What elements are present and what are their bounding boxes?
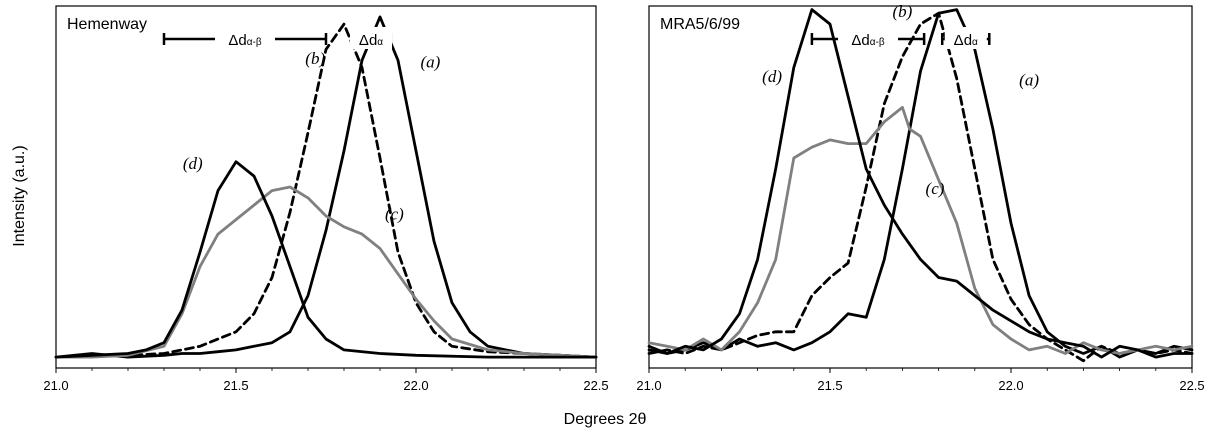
x-tick-label: 21.5 <box>223 378 248 393</box>
curve-label: (a) <box>420 53 440 72</box>
x-tick-label: 22.5 <box>1179 378 1204 393</box>
curve-label: (b) <box>892 2 912 21</box>
plot-frame <box>55 5 597 369</box>
curve-label: (c) <box>385 205 404 224</box>
plot-frame <box>648 5 1193 369</box>
curve-label: (d) <box>183 154 203 173</box>
series-a-line <box>647 8 1194 359</box>
delta-alpha-beta-label: Δdα-β <box>228 32 261 49</box>
x-tick-label: 22.0 <box>998 378 1023 393</box>
panels-layer: 21.0 21.5 22.0 22.5 Hemenway (a) (b) (c) (d) Δdα-… <box>43 2 1204 393</box>
series-a-line <box>54 15 598 359</box>
delta-scale-bar: Δdα-β Δdα <box>162 27 393 49</box>
series-d-line <box>54 160 598 359</box>
panel-title: MRA5/6/99 <box>660 16 740 33</box>
y-axis-title: Intensity (a.u.) <box>11 145 28 246</box>
curve-label: (a) <box>1019 71 1039 90</box>
label-background <box>838 27 899 49</box>
panel-title: Hemenway <box>67 16 147 33</box>
delta-scale-bar: Δdα-β Δdα <box>810 27 991 49</box>
series-b-line <box>54 22 598 359</box>
delta-alpha-label: Δdα <box>359 32 383 49</box>
x-tick-label: 21.5 <box>817 378 842 393</box>
curve-label: (b) <box>305 49 325 68</box>
x-tick-label: 21.0 <box>636 378 661 393</box>
x-tick-label: 22.0 <box>403 378 428 393</box>
delta-alpha-beta-label: Δdα-β <box>851 32 884 49</box>
series-b-line <box>647 11 1194 363</box>
panel-1: 21.0 21.5 22.0 22.5 Hemenway (a) (b) (c) (d) Δdα-… <box>43 5 609 393</box>
label-background <box>350 27 392 49</box>
series-c-line <box>54 185 598 359</box>
x-tick-label: 21.0 <box>43 378 68 393</box>
x-axis-title: Degrees 2θ <box>564 411 647 428</box>
panel-2: 21.0 21.5 22.0 22.5 MRA5/6/99 (a) (b) (c) (d) Δdα… <box>636 2 1204 393</box>
label-background <box>944 27 987 49</box>
curve-label: (c) <box>926 179 945 198</box>
series-c-line <box>647 106 1194 355</box>
series-d-line <box>647 8 1194 359</box>
curve-label: (d) <box>762 67 782 86</box>
x-tick-label: 22.5 <box>583 378 608 393</box>
delta-alpha-label: Δdα <box>954 32 978 49</box>
label-background <box>215 27 275 49</box>
